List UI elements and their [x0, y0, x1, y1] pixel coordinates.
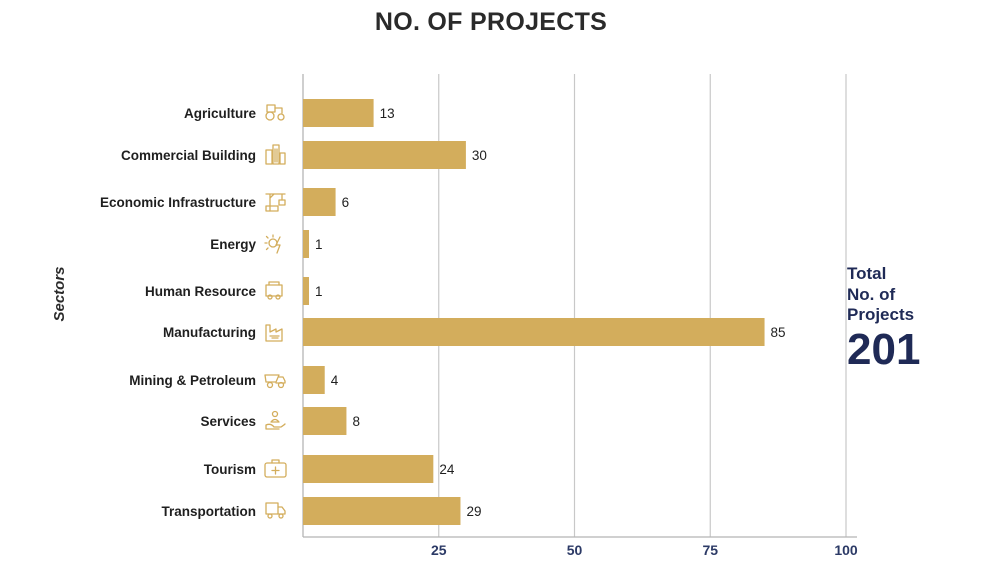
data-label: 8: [352, 414, 360, 429]
bar: [303, 99, 374, 127]
data-label: 4: [331, 373, 339, 388]
bar: [303, 277, 309, 305]
mining-truck-icon: [264, 374, 286, 389]
total-label-line: Projects: [847, 305, 915, 324]
data-label: 1: [315, 284, 323, 299]
data-label: 30: [472, 148, 487, 163]
data-label: 1: [315, 237, 323, 252]
data-label: 13: [380, 106, 395, 121]
bar: [303, 455, 434, 483]
data-label: 6: [342, 195, 350, 210]
x-tick-label: 25: [431, 542, 447, 558]
data-label: 29: [466, 504, 481, 519]
data-label: 24: [439, 462, 455, 477]
services-hand-icon: [265, 410, 286, 430]
total-label: Total No. of Projects: [847, 264, 967, 326]
bar: [303, 188, 336, 216]
category-label: Transportation: [161, 504, 256, 519]
x-tick-label: 100: [834, 542, 858, 558]
category-label: Commercial Building: [121, 148, 256, 163]
buildings-icon: [265, 144, 286, 165]
chart-title: NO. OF PROJECTS: [374, 8, 608, 36]
energy-icon: [264, 234, 281, 254]
category-label: Energy: [210, 237, 256, 252]
category-label: Manufacturing: [163, 325, 256, 340]
total-label-line: No. of: [847, 284, 896, 304]
hr-truck-icon: [265, 281, 283, 300]
category-label: Mining & Petroleum: [129, 373, 256, 388]
data-label: 85: [771, 325, 786, 340]
construction-crane-icon: [265, 193, 286, 212]
bar: [303, 230, 309, 258]
bar: [303, 497, 461, 525]
category-label: Human Resource: [145, 284, 257, 299]
delivery-truck-icon: [265, 502, 286, 519]
bar: [303, 407, 347, 435]
x-tick-label: 50: [567, 542, 583, 558]
category-label: Tourism: [204, 462, 256, 477]
total-value: 201: [847, 324, 921, 374]
x-tick-label: 75: [702, 542, 718, 558]
total-label-line: Total: [847, 264, 887, 283]
category-label: Economic Infrastructure: [100, 195, 257, 210]
factory-icon: [265, 324, 283, 342]
first-aid-kit-icon: [264, 459, 287, 478]
bar: [303, 318, 765, 346]
bar: [303, 366, 325, 394]
category-label: Services: [200, 414, 256, 429]
category-label: Agriculture: [184, 106, 257, 121]
y-axis-label: Sectors: [51, 266, 68, 321]
total-projects-callout: Total No. of Projects 201: [847, 264, 967, 373]
tractor-icon: [265, 104, 285, 121]
bar: [303, 141, 466, 169]
